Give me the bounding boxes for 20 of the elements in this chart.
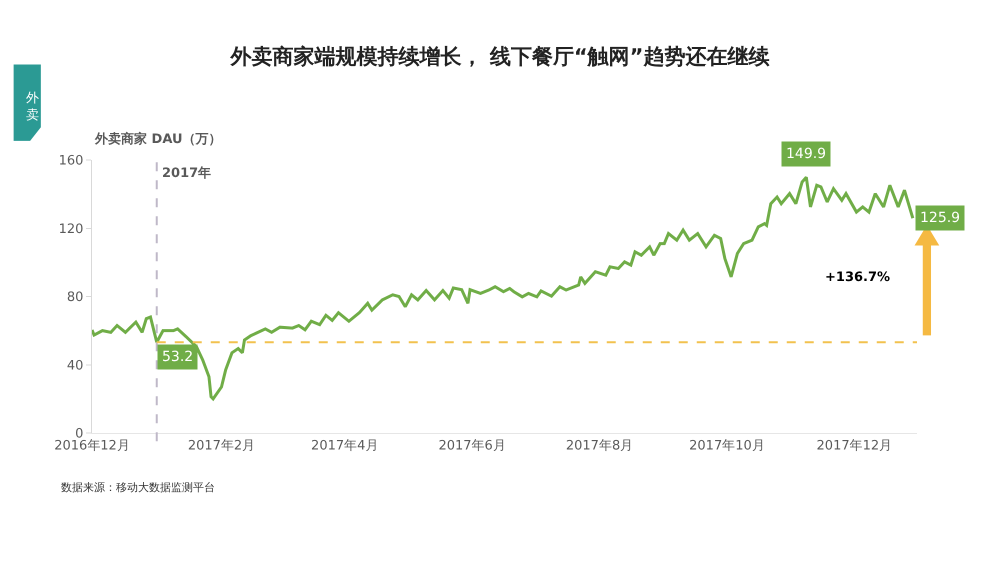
y-tick-label: 80 bbox=[66, 290, 84, 306]
x-tick-label: 2017年12月 bbox=[816, 438, 892, 454]
data-label: 149.9 bbox=[786, 146, 826, 162]
text: 外卖 bbox=[26, 91, 39, 123]
x-tick-label: 2017年2月 bbox=[188, 438, 256, 454]
ref-line-label: 2017年 bbox=[162, 166, 212, 181]
chart-title: 外卖商家端规模持续增长， 线下餐厅“触网”趋势还在继续 bbox=[230, 44, 770, 69]
data-label: 125.9 bbox=[920, 210, 960, 226]
y-tick-label: 40 bbox=[66, 358, 84, 374]
x-tick-label: 2017年4月 bbox=[311, 438, 378, 454]
x-tick-label: 2016年12月 bbox=[54, 438, 130, 454]
data-label: 53.2 bbox=[162, 349, 194, 365]
x-tick-label: 2017年8月 bbox=[566, 438, 634, 454]
x-tick-label: 2017年10月 bbox=[689, 438, 765, 454]
source-note: 数据来源：移动大数据监测平台 bbox=[61, 481, 215, 494]
y-axis-title: 外卖商家 DAU（万） bbox=[94, 131, 222, 147]
y-tick-label: 160 bbox=[58, 154, 84, 169]
annotation: +136.7% bbox=[825, 270, 890, 285]
y-tick-label: 120 bbox=[58, 222, 84, 237]
x-tick-label: 2017年6月 bbox=[438, 438, 506, 454]
